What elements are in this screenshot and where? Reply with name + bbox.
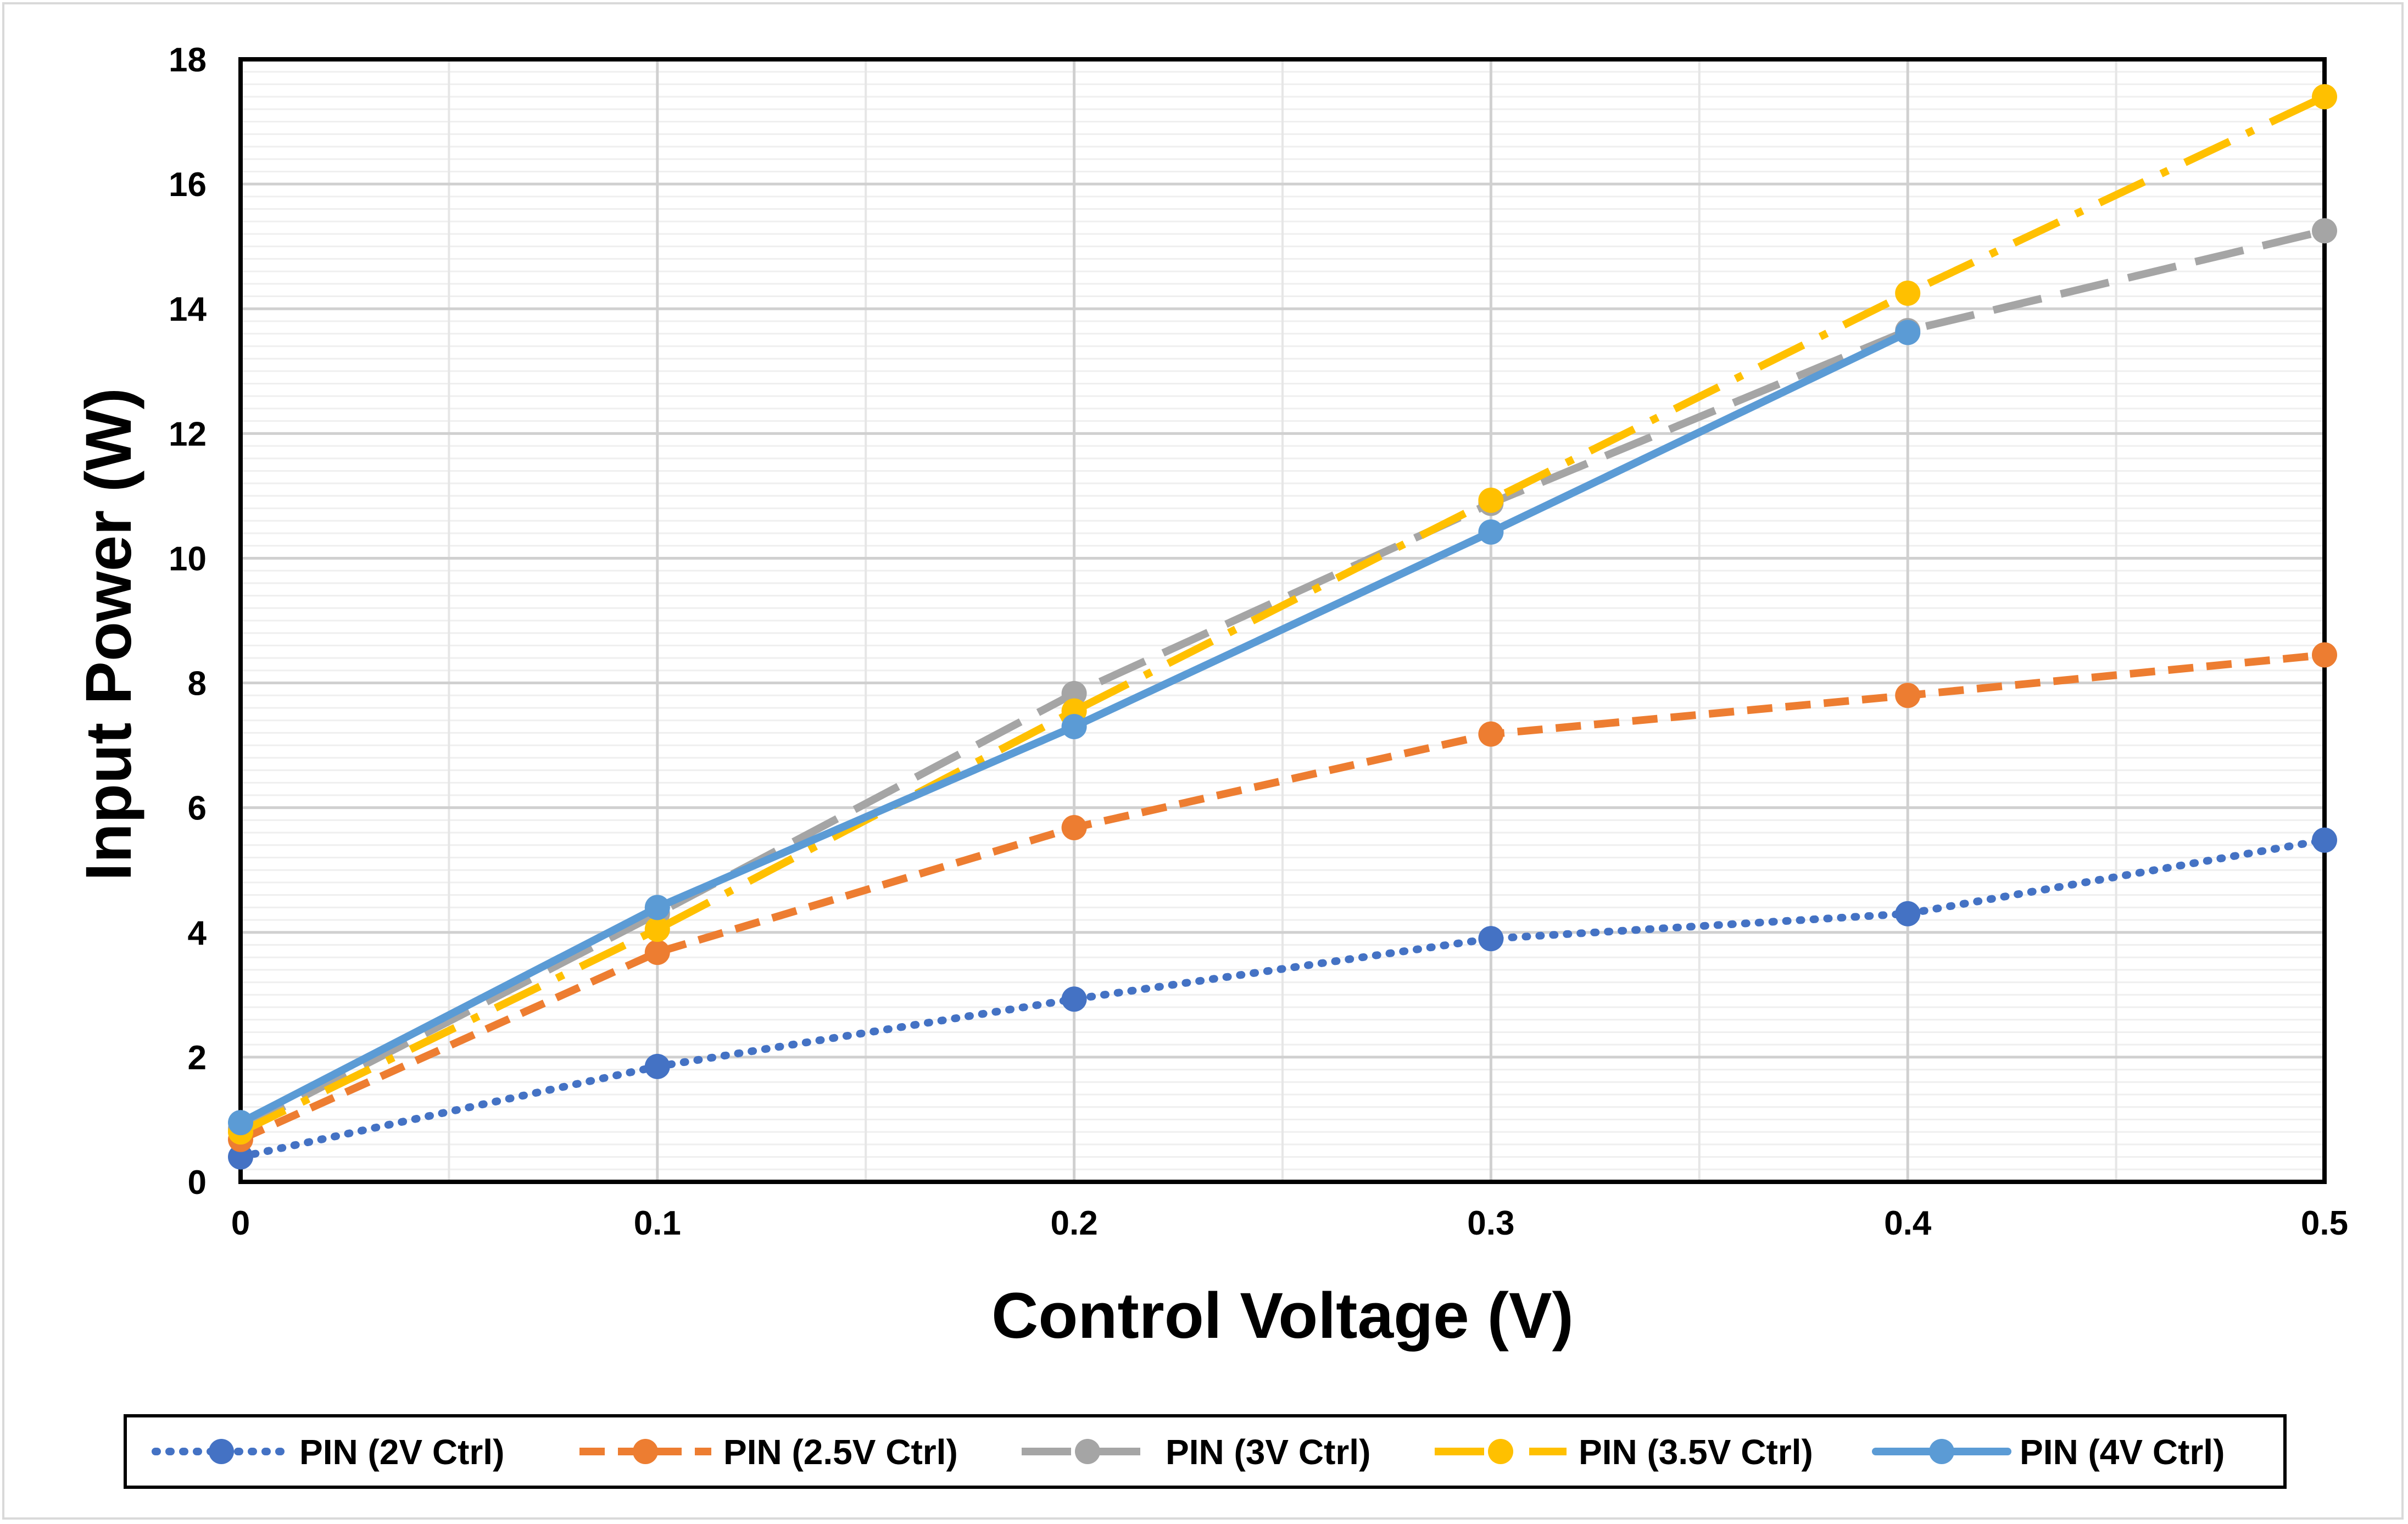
data-point [1061,986,1087,1012]
data-point [1895,683,1921,708]
series-5 [228,320,1921,1136]
legend-swatch-marker [209,1439,234,1464]
y-tick-label: 6 [188,790,207,828]
data-point [1895,901,1921,926]
data-point [1895,280,1921,306]
x-axis-tick-labels: 0 0.1 0.2 0.3 0.4 0.5 [231,1204,2348,1242]
x-tick-label: 0.2 [1050,1204,1097,1242]
legend-swatch-marker [1075,1439,1100,1464]
series-line [238,227,2326,1132]
data-point [2312,84,2337,110]
y-tick-label: 12 [169,415,207,453]
data-point [1478,926,1504,952]
legend-label: PIN (3V Ctrl) [1166,1432,1370,1472]
y-tick-label: 14 [169,291,207,328]
series-line [239,651,2325,1143]
series-2 [228,642,2337,1152]
data-point [1478,721,1504,747]
legend-label: PIN (2V Ctrl) [299,1432,504,1472]
data-point [1895,320,1921,345]
legend-swatch-marker [633,1439,658,1464]
y-tick-label: 10 [169,540,207,578]
y-tick-label: 2 [188,1039,207,1077]
data-point [644,1053,670,1079]
data-point [2312,218,2337,244]
y-axis-tick-labels: 0 2 4 6 8 10 12 14 16 18 [169,41,207,1202]
y-axis-title: Input Power (W) [73,388,145,881]
legend-label: PIN (2.5V Ctrl) [723,1432,958,1472]
legend-swatch-4 [1435,1439,1567,1464]
legend-swatch-marker [1929,1439,1954,1464]
data-point [644,895,670,920]
data-point [1478,487,1504,513]
data-point [2312,827,2337,853]
x-tick-label: 0.4 [1884,1204,1932,1242]
x-tick-label: 0.5 [2301,1204,2348,1242]
legend: PIN (2V Ctrl) PIN (2.5V Ctrl) PIN (3V Ctrl… [124,1414,2287,1489]
x-axis-title: Control Voltage (V) [991,1280,1574,1352]
legend-label: PIN (3.5V Ctrl) [1579,1432,1813,1472]
plot-area-border [238,57,2327,1184]
y-tick-label: 0 [188,1164,207,1202]
data-point [228,1144,253,1170]
data-point [644,917,670,942]
data-point [644,940,670,965]
x-tick-label: 0.3 [1467,1204,1514,1242]
minor-gridlines [239,58,2326,1183]
y-tick-label: 4 [188,914,207,952]
data-point [1061,680,1087,706]
legend-swatch-3 [1022,1439,1153,1464]
x-tick-label: 0.1 [634,1204,681,1242]
data-point [1061,815,1087,841]
legend-swatch-5 [1872,1439,2011,1464]
data-point [2312,642,2337,668]
x-tick-label: 0 [231,1204,250,1242]
series-line [237,836,2328,1161]
legend-swatch-2 [579,1439,711,1464]
data-point [1478,519,1504,545]
legend-swatch-1 [152,1439,291,1464]
series-layer [228,84,2337,1170]
y-tick-label: 16 [169,166,207,204]
legend-label: PIN (4V Ctrl) [2020,1432,2225,1472]
y-tick-label: 8 [188,665,207,703]
series-line [238,93,2326,1136]
legend-swatch-marker [1488,1439,1513,1464]
series-1 [228,827,2337,1170]
y-tick-label: 18 [169,41,207,79]
data-point [1061,714,1087,740]
data-point [228,1110,253,1136]
